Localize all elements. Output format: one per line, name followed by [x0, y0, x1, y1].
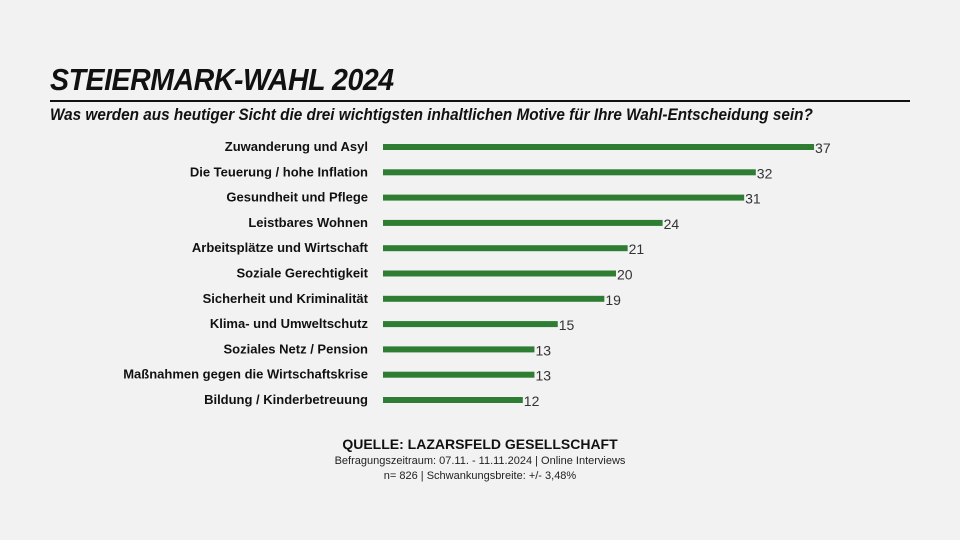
bar [383, 371, 535, 378]
value-label: 31 [745, 191, 761, 207]
category-label: Soziales Netz / Pension [224, 341, 369, 356]
chart-title: STEIERMARK-WAHL 2024 [50, 62, 394, 97]
category-label: Gesundheit und Pflege [226, 190, 368, 205]
bar [383, 397, 523, 403]
bar [383, 194, 745, 201]
value-label: 13 [535, 368, 551, 384]
value-label: 21 [629, 241, 645, 257]
bar [383, 245, 628, 252]
chart-subtitle: Was werden aus heutiger Sicht die drei w… [50, 105, 813, 124]
category-label: Bildung / Kinderbetreuung [204, 392, 368, 407]
value-label: 12 [524, 393, 540, 409]
category-label: Soziale Gerechtigkeit [237, 266, 369, 281]
value-label: 13 [535, 342, 551, 358]
bar [383, 295, 605, 302]
value-label: 37 [815, 140, 831, 156]
source-label: QUELLE: LAZARSFELD GESELLSCHAFT [342, 436, 618, 452]
category-label: Sicherheit und Kriminalität [203, 291, 369, 306]
value-label: 19 [605, 292, 621, 308]
category-label: Arbeitsplätze und Wirtschaft [192, 240, 369, 255]
category-label: Maßnahmen gegen die Wirtschaftskrise [123, 367, 368, 382]
bar [383, 169, 756, 176]
bars-group: Zuwanderung und Asyl 37 Die Teuerung / hoh… [123, 139, 831, 409]
title-rule [50, 100, 910, 102]
bar [383, 144, 815, 150]
value-label: 15 [559, 317, 575, 333]
value-label: 32 [757, 165, 773, 181]
sample-size-note: n= 826 | Schwankungsbreite: +/- 3,48% [383, 470, 577, 482]
category-label: Klima- und Umweltschutz [210, 316, 369, 331]
category-label: Leistbares Wohnen [248, 215, 368, 230]
value-label: 20 [617, 267, 633, 283]
bar [383, 219, 663, 226]
bar [383, 346, 535, 353]
value-label: 24 [664, 216, 680, 232]
category-label: Die Teuerung / hohe Inflation [190, 164, 368, 179]
survey-period-note: Befragungszeitraum: 07.11. - 11.11.2024 … [334, 455, 626, 467]
category-label: Zuwanderung und Asyl [225, 139, 368, 154]
bar [383, 270, 616, 277]
bar [383, 321, 558, 328]
